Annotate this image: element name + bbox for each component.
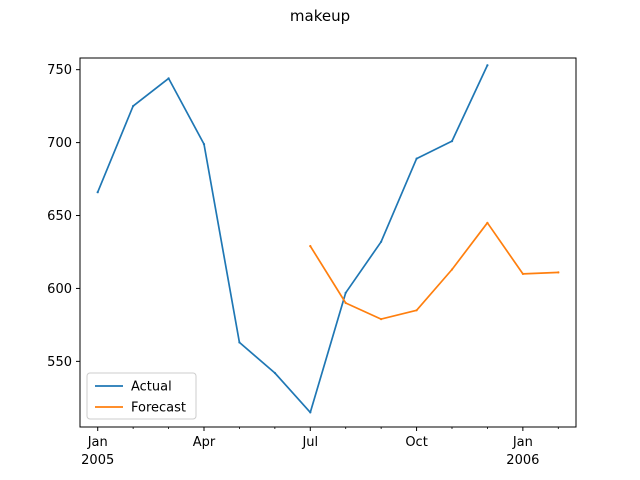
data-point-0-8 <box>380 240 383 243</box>
chart-title: makeup <box>290 7 350 25</box>
series-line-1 <box>309 221 560 320</box>
x-tick-label-4: Jan <box>512 435 533 450</box>
x-tick-sublabel-0: 2005 <box>81 453 114 468</box>
y-tick-label-3: 700 <box>47 136 72 151</box>
x-tick-label-0: Jan <box>87 435 108 450</box>
y-tick-label-2: 650 <box>47 209 72 224</box>
data-point-1-7 <box>557 271 560 274</box>
data-point-0-9 <box>415 157 418 160</box>
data-point-0-1 <box>132 105 135 108</box>
legend-label-0: Actual <box>131 380 172 395</box>
legend: Actual Forecast <box>86 372 197 420</box>
data-point-0-7 <box>344 291 347 294</box>
data-point-0-5 <box>273 371 276 375</box>
x-tick-label-1: Apr <box>193 435 216 450</box>
data-point-1-1 <box>344 301 347 305</box>
x-tick-sublabel-4: 2006 <box>506 453 539 468</box>
data-point-0-2 <box>167 77 170 80</box>
data-point-1-2 <box>380 318 383 321</box>
data-point-0-0 <box>96 191 99 194</box>
plot-area <box>96 64 560 414</box>
y-tick-label-1: 600 <box>47 282 72 297</box>
x-tick-label-2: Jul <box>301 435 318 450</box>
y-tick-label-0: 550 <box>47 355 72 370</box>
data-point-1-5 <box>486 221 489 224</box>
y-tick-label-4: 750 <box>47 63 72 78</box>
data-point-0-10 <box>450 140 454 143</box>
data-point-0-11 <box>486 64 489 67</box>
axes-frame <box>79 57 577 428</box>
data-point-0-6 <box>309 411 312 414</box>
series-line-0 <box>96 64 489 414</box>
x-tick-label-3: Oct <box>405 435 427 450</box>
data-point-1-0 <box>309 245 312 248</box>
data-point-1-3 <box>415 309 418 312</box>
legend-label-1: Forecast <box>131 401 186 416</box>
data-point-1-6 <box>521 272 525 275</box>
axes: 550 600 650 700 750 Jan 2005 Apr Jul Oct Jan 2006 <box>47 57 577 468</box>
data-point-0-4 <box>238 341 241 344</box>
data-point-1-4 <box>450 268 454 271</box>
data-point-0-3 <box>202 143 206 146</box>
